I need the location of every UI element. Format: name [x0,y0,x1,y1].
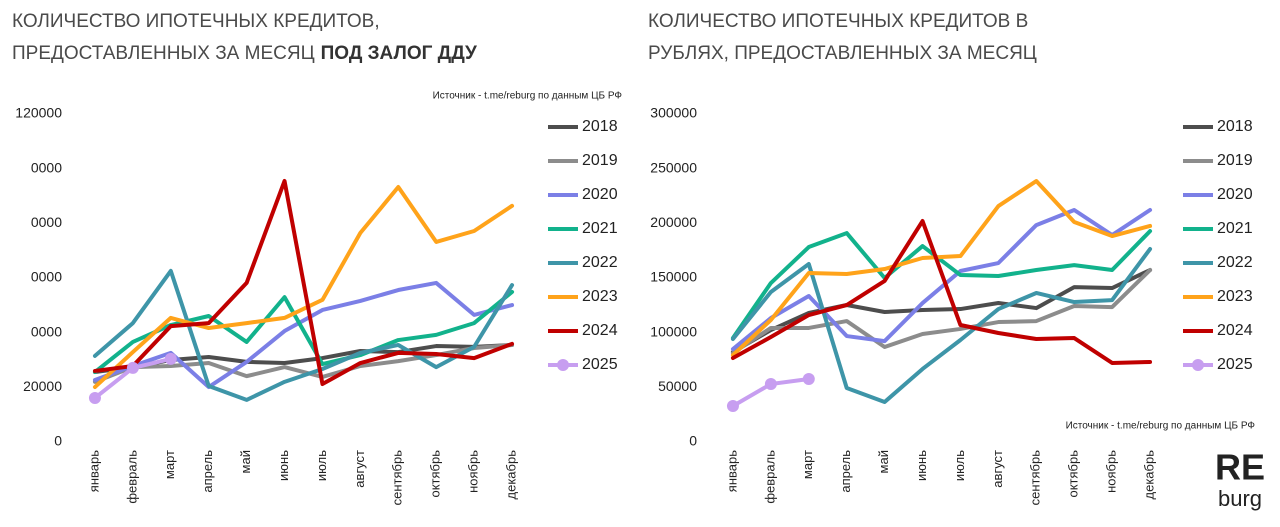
series-line [730,219,1153,365]
series-marker [764,378,777,391]
legend-label: 2025 [582,356,618,373]
x-tick-label: февраль [124,450,139,504]
y-tick-label: 50000 [658,378,697,394]
legend-label: 2022 [582,254,618,271]
legend-label: 2023 [1217,288,1253,305]
y-tick-label: 200000 [650,214,697,230]
y-tick-label: 300000 [650,105,697,121]
legend-label: 2025 [1217,356,1253,373]
series-marker [126,361,139,374]
x-tick-label: октябрь [428,450,443,498]
logo-bottom: burg [1218,486,1262,511]
x-tick-label: декабрь [503,450,518,500]
x-tick-label: август [352,450,367,488]
series-line [730,229,1153,341]
legend-label: 2020 [582,186,618,203]
legend-label: 2021 [582,220,618,237]
series-line [92,289,515,375]
x-tick-label: сентябрь [390,450,405,506]
chart-subtitle: ПРЕДОСТАВЛЕННЫХ ЗА МЕСЯЦ ПОД ЗАЛОГ ДДУ [12,43,477,64]
legend-label: 2019 [1217,152,1253,169]
x-tick-label: февраль [762,450,777,504]
legend-label: 2019 [582,152,618,169]
x-tick-label: март [800,450,815,479]
series-marker [164,352,177,365]
series-line [92,280,515,390]
y-tick-label: 250000 [650,159,697,175]
x-tick-label: август [990,450,1005,488]
legend-label: 2018 [1217,118,1253,135]
y-tick-label: 0000 [31,214,62,230]
source-note: Источник - t.me/reburg по данным ЦБ РФ [433,91,623,102]
y-tick-label: 0000 [31,159,62,175]
series-line [92,268,515,402]
y-tick-label: 100000 [650,323,697,339]
y-tick-label: 0 [689,433,697,449]
x-tick-label: январь [86,450,101,492]
series-line [92,178,515,387]
legend-label: 2021 [1217,220,1253,237]
x-tick-label: ноябрь [466,450,481,493]
x-tick-label: март [162,450,177,479]
y-tick-label: 0000 [31,269,62,285]
x-tick-label: июль [314,450,329,481]
series-marker [88,391,101,404]
series-line [730,268,1153,356]
y-tick-label: 0000 [31,323,62,339]
legend-label: 2022 [1217,254,1253,271]
legend-marker [557,359,569,371]
series-marker [802,373,815,386]
x-tick-label: апрель [200,450,215,493]
legend-label: 2023 [582,288,618,305]
series-marker [726,400,739,413]
chart-title: КОЛИЧЕСТВО ИПОТЕЧНЫХ КРЕДИТОВ, [12,11,380,32]
x-tick-label: апрель [838,450,853,493]
legend-label: 2024 [1217,322,1253,339]
chart-subtitle: РУБЛЯХ, ПРЕДОСТАВЛЕННЫХ ЗА МЕСЯЦ [648,43,1037,64]
x-tick-label: июль [952,450,967,481]
legend-label: 2018 [582,118,618,135]
x-tick-label: сентябрь [1028,450,1043,506]
x-tick-label: ноябрь [1104,450,1119,493]
x-tick-label: май [876,450,891,473]
source-note: Источник - t.me/reburg по данным ЦБ РФ [1066,421,1256,432]
series-line [730,179,1153,358]
legend-label: 2024 [582,322,618,339]
logo-top: RE [1215,447,1265,488]
series-line [730,268,1153,355]
legend-label: 2020 [1217,186,1253,203]
x-tick-label: май [238,450,253,473]
series-line [730,207,1153,352]
y-tick-label: 20000 [23,378,62,394]
x-tick-label: июнь [914,450,929,481]
subtitle-bold: ПОД ЗАЛОГ ДДУ [321,43,477,64]
series-line [730,247,1153,404]
x-tick-label: октябрь [1066,450,1081,498]
series-line [92,184,515,390]
legend-marker [1192,359,1204,371]
x-tick-label: декабрь [1141,450,1156,500]
x-tick-label: июнь [276,450,291,481]
subtitle-text: ПРЕДОСТАВЛЕННЫХ ЗА МЕСЯЦ [12,43,315,64]
chart-title: КОЛИЧЕСТВО ИПОТЕЧНЫХ КРЕДИТОВ В [648,11,1028,32]
x-tick-label: январь [724,450,739,492]
y-tick-label: 0 [54,433,62,449]
y-tick-label: 150000 [650,269,697,285]
y-tick-label: 120000 [15,105,62,121]
